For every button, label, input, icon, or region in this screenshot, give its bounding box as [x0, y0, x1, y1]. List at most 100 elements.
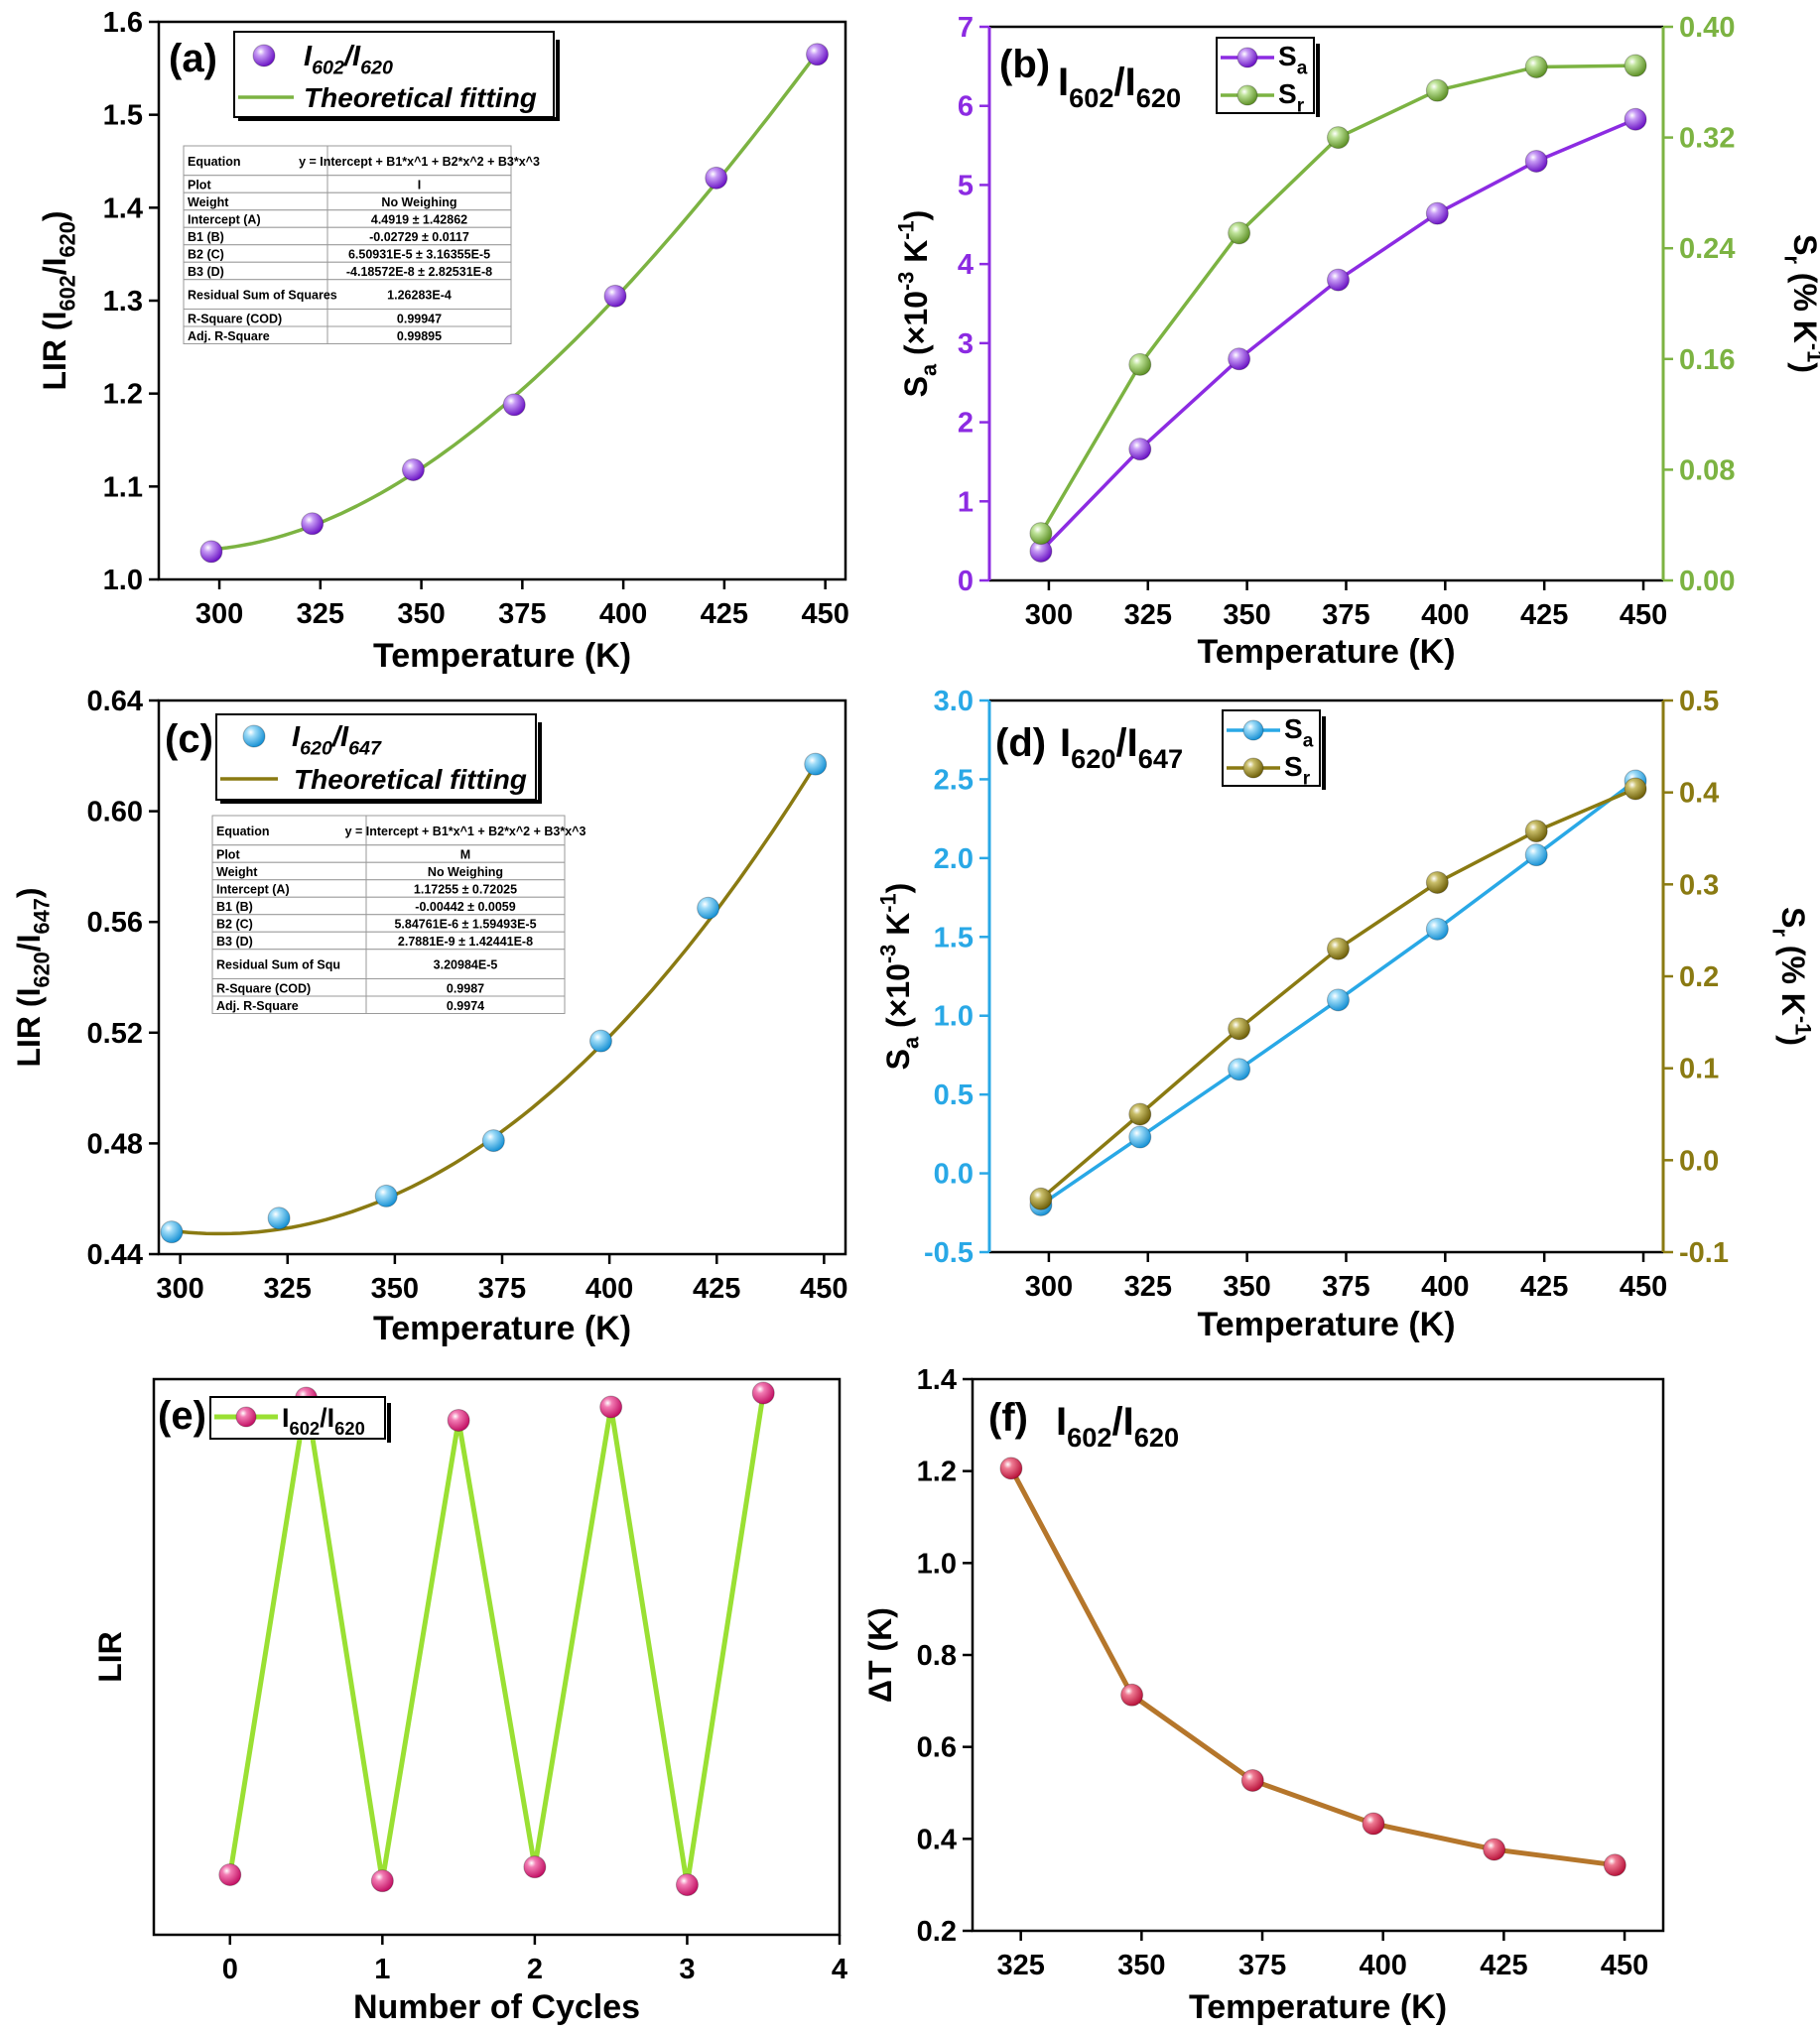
text-part: ): [1775, 1035, 1811, 1046]
text-part: S: [1278, 41, 1297, 71]
text-part: S: [1787, 234, 1820, 255]
text-part: 602: [312, 58, 344, 79]
x-tick-label: 400: [599, 598, 647, 630]
data-point: [523, 1855, 547, 1879]
data-point: [1524, 55, 1548, 78]
table-key: B3 (D): [188, 265, 224, 279]
panel-label: (e): [158, 1394, 206, 1438]
text-part: 647: [348, 738, 382, 760]
table-key: Intercept (A): [188, 213, 261, 227]
data-point: [697, 896, 720, 920]
data-point: [374, 1184, 398, 1207]
data-point: [588, 1029, 612, 1053]
table-key: B1 (B): [188, 230, 224, 244]
y2-tick-label: 0.0: [1679, 1145, 1719, 1177]
x-tick-label: 375: [498, 598, 546, 630]
table-key: Plot: [188, 179, 211, 192]
x-tick-label: 1: [374, 1954, 390, 1985]
text-part: 602: [1069, 82, 1113, 113]
x-tick-label: 425: [1520, 1271, 1568, 1303]
table-value: y = Intercept + B1*x^1 + B2*x^2 + B3*x^3: [345, 825, 586, 838]
data-point: [999, 1457, 1023, 1480]
text-part: I: [292, 721, 301, 753]
text-part: 602: [1067, 1422, 1111, 1453]
table-cell: [365, 949, 566, 979]
data-point: [481, 1129, 505, 1153]
text-part: I: [1058, 61, 1069, 104]
legend-shadow: [1322, 716, 1326, 790]
data-point: [1228, 1058, 1251, 1081]
x-tick-label: 425: [693, 1273, 740, 1305]
y-tick-label: 0.4: [917, 1824, 957, 1855]
text-part: 620: [30, 952, 55, 987]
text-part: -1: [1802, 343, 1820, 362]
data-point: [1128, 1102, 1152, 1126]
y-tick-label: 0.60: [87, 797, 143, 828]
legend-text: Sr: [1278, 78, 1305, 116]
text-part: -1: [1790, 1016, 1815, 1035]
table-key: Equation: [188, 155, 240, 169]
table-key: R-Square (COD): [216, 981, 311, 995]
x-axis-label: Temperature (K): [1189, 1988, 1447, 2026]
x-tick-label: 325: [1124, 1271, 1172, 1303]
y-tick-label: 0.44: [87, 1239, 143, 1271]
data-point: [1228, 221, 1251, 245]
text-part: ): [11, 887, 47, 898]
legend-marker: [1236, 47, 1258, 68]
data-point: [1425, 78, 1449, 102]
y2-tick-label: 0.16: [1679, 344, 1735, 376]
x-axis-label: Temperature (K): [373, 1310, 631, 1347]
table-key: B3 (D): [216, 935, 253, 949]
x-tick-label: 350: [1223, 1271, 1270, 1303]
y-tick-label: 1.4: [917, 1364, 957, 1396]
data-point: [1624, 777, 1647, 801]
text-part: ): [37, 210, 72, 221]
y-tick-label: 1: [958, 486, 974, 518]
panel-c: 300 325 350 375 400 425 450 0.44 0.48 0.52 0.56 0.6…: [11, 686, 848, 1347]
table-cell: [365, 995, 566, 1014]
table-key: R-Square (COD): [188, 312, 282, 325]
data-point: [301, 512, 325, 536]
text-part: S: [1278, 78, 1297, 109]
legend-box: [1222, 709, 1321, 787]
x-tick-label: 400: [1421, 1271, 1469, 1303]
table-value: No Weighing: [381, 195, 456, 209]
text-part: ): [1787, 362, 1820, 373]
text-part: 647: [30, 898, 55, 934]
x-tick-label: 350: [397, 598, 445, 630]
y-tick-label: 1.0: [934, 1001, 974, 1033]
table-cell: [211, 949, 367, 979]
data-point: [1425, 917, 1449, 941]
x-tick-label: 325: [297, 598, 344, 630]
y-tick-label: 0.64: [87, 686, 143, 717]
text-part: K: [880, 913, 916, 945]
table-key: Residual Sum of Squares: [188, 289, 337, 303]
text-part: K: [898, 240, 934, 272]
y-tick-label: 1.0: [103, 565, 143, 596]
legend-text: Sa: [1278, 41, 1308, 78]
table-value: I: [418, 179, 421, 192]
series-line: [1008, 1466, 1616, 1868]
fit-table: Equation y = Intercept + B1*x^1 + B2*x^2 …: [211, 815, 586, 1014]
data-point: [370, 1869, 394, 1893]
data-point: [1326, 126, 1350, 150]
data-point: [1029, 522, 1053, 546]
text-part: 620: [360, 58, 393, 79]
text-part: 620: [334, 1418, 365, 1439]
data-point: [1524, 843, 1548, 867]
data-point: [1362, 1812, 1385, 1836]
text-part: -3: [894, 272, 919, 291]
legend-marker: [252, 44, 276, 67]
text-part: r: [1779, 255, 1804, 264]
x-tick-label: 375: [1238, 1950, 1286, 1981]
text-part: r: [1303, 768, 1311, 789]
data-point: [1425, 201, 1449, 225]
data-point: [806, 43, 830, 66]
text-part: 620: [1134, 1422, 1179, 1453]
x-tick-label: 450: [1620, 599, 1667, 631]
text-part: LIR (I: [37, 312, 72, 391]
y-tick-label: 1.2: [917, 1457, 957, 1488]
y-tick-label: 7: [958, 12, 974, 44]
data-point: [705, 166, 728, 190]
x-tick-label: 450: [1601, 1950, 1648, 1981]
